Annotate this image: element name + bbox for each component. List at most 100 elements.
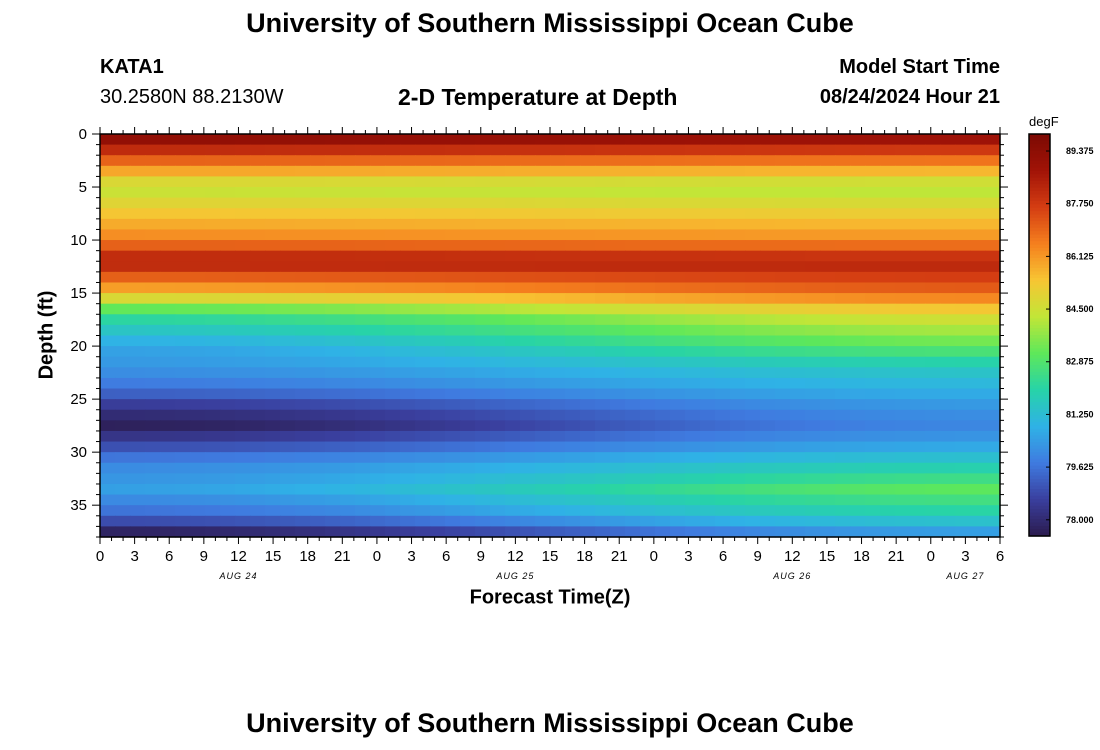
heatmap-cell xyxy=(565,441,581,453)
heatmap-cell xyxy=(535,462,551,474)
heatmap-cell xyxy=(595,356,611,368)
heatmap-cell xyxy=(190,430,206,443)
heatmap-cell xyxy=(175,367,191,379)
heatmap-cell xyxy=(655,324,671,337)
heatmap-cell xyxy=(265,197,281,209)
heatmap-cell xyxy=(100,250,116,262)
heatmap-cell xyxy=(535,377,551,390)
heatmap-cell xyxy=(370,271,386,284)
heatmap-cell xyxy=(790,208,806,220)
heatmap-cell xyxy=(370,335,386,347)
heatmap-cell xyxy=(670,218,686,231)
heatmap-cell xyxy=(115,356,131,368)
heatmap-cell xyxy=(355,218,371,231)
heatmap-cell xyxy=(895,367,911,379)
heatmap-cell xyxy=(340,377,356,390)
heatmap-cell xyxy=(640,282,656,294)
heatmap-cell xyxy=(430,335,446,347)
heatmap-cell xyxy=(760,409,776,421)
colorbar-segment xyxy=(1029,472,1050,477)
heatmap-cell xyxy=(205,208,221,220)
heatmap-cell xyxy=(880,155,896,167)
heatmap-cell xyxy=(730,250,746,262)
heatmap-cell xyxy=(595,441,611,453)
heatmap-cell xyxy=(970,409,986,421)
heatmap-cell xyxy=(235,473,251,485)
heatmap-cell xyxy=(700,483,716,496)
heatmap-cell xyxy=(805,314,821,326)
heatmap-cell xyxy=(970,314,986,326)
heatmap-cell xyxy=(235,314,251,326)
heatmap-cell xyxy=(790,452,806,464)
heatmap-cell xyxy=(565,208,581,220)
heatmap-cell xyxy=(700,388,716,400)
heatmap-cell xyxy=(580,197,596,209)
heatmap-cell xyxy=(760,293,776,305)
chart-subtitle: 2-D Temperature at Depth xyxy=(398,84,678,110)
colorbar-segment xyxy=(1029,348,1050,353)
heatmap-cell xyxy=(370,155,386,167)
heatmap-cell xyxy=(655,377,671,390)
heatmap-cell xyxy=(175,134,191,146)
heatmap-cell xyxy=(790,155,806,167)
heatmap-cell xyxy=(895,409,911,421)
heatmap-cell xyxy=(985,324,1001,337)
heatmap-cell xyxy=(760,176,776,188)
heatmap-cell xyxy=(130,483,146,496)
heatmap-cell xyxy=(385,282,401,294)
heatmap-cell xyxy=(670,324,686,337)
heatmap-cell xyxy=(595,335,611,347)
heatmap-cell xyxy=(220,134,236,146)
heatmap-cell xyxy=(130,473,146,485)
heatmap-cell xyxy=(190,324,206,337)
heatmap-cell xyxy=(415,335,431,347)
heatmap-cell xyxy=(655,303,671,315)
colorbar-segment xyxy=(1029,304,1050,309)
heatmap-cell xyxy=(820,208,836,220)
heatmap-cell xyxy=(280,388,296,400)
heatmap-cell xyxy=(730,282,746,294)
heatmap-cell xyxy=(940,271,956,284)
heatmap-cell xyxy=(865,526,881,538)
heatmap-cell xyxy=(325,155,341,167)
heatmap-cell xyxy=(430,165,446,178)
heatmap-cell xyxy=(895,324,911,337)
heatmap-cell xyxy=(295,144,311,156)
heatmap-cell xyxy=(895,314,911,326)
heatmap-cell xyxy=(400,462,416,474)
heatmap-cell xyxy=(505,271,521,284)
heatmap-cell xyxy=(985,377,1001,390)
heatmap-cell xyxy=(670,473,686,485)
heatmap-cell xyxy=(385,420,401,432)
heatmap-cell xyxy=(340,197,356,209)
heatmap-cell xyxy=(430,452,446,464)
heatmap-cell xyxy=(505,388,521,400)
heatmap-cell xyxy=(820,250,836,262)
heatmap-cell xyxy=(445,218,461,231)
heatmap-cell xyxy=(145,250,161,262)
colorbar-segment xyxy=(1029,458,1050,463)
heatmap-cell xyxy=(265,261,281,273)
heatmap-cell xyxy=(625,452,641,464)
heatmap-cell xyxy=(685,282,701,294)
heatmap-cell xyxy=(445,494,461,506)
heatmap-cell xyxy=(970,271,986,284)
heatmap-cell xyxy=(970,176,986,188)
heatmap-cell xyxy=(910,282,926,294)
heatmap-cell xyxy=(325,134,341,146)
colorbar-label: 79.625 xyxy=(1066,462,1094,472)
heatmap-cell xyxy=(940,399,956,411)
heatmap-cell xyxy=(820,505,836,517)
heatmap-cell xyxy=(145,261,161,273)
heatmap-cell xyxy=(730,303,746,315)
heatmap-cell xyxy=(160,494,176,506)
heatmap-cell xyxy=(205,271,221,284)
heatmap-cell xyxy=(520,240,536,252)
heatmap-cell xyxy=(895,229,911,241)
colorbar-segment xyxy=(1029,452,1050,457)
heatmap-cell xyxy=(700,494,716,506)
heatmap-cell xyxy=(835,187,851,199)
heatmap-cell xyxy=(835,430,851,443)
heatmap-cell xyxy=(640,240,656,252)
heatmap-cell xyxy=(910,155,926,167)
